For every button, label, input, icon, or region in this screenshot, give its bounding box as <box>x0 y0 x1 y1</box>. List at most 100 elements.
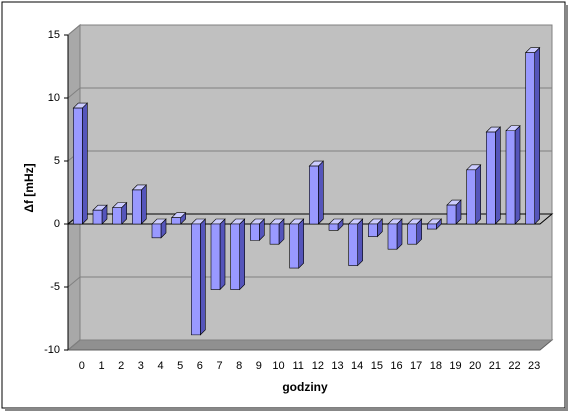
bar <box>485 126 502 225</box>
bar-front <box>505 130 516 225</box>
x-tick-label: 1 <box>98 360 104 372</box>
bar <box>229 218 246 291</box>
grid-line <box>67 276 81 288</box>
grid-line <box>67 339 81 351</box>
x-tick-label: 11 <box>292 360 303 372</box>
bar-front <box>250 223 260 241</box>
bar-front <box>486 131 496 225</box>
bar <box>347 218 364 267</box>
x-tick-label: 20 <box>469 360 481 372</box>
bar-side <box>495 126 501 225</box>
frame-shadow <box>565 5 568 410</box>
bar <box>111 201 128 225</box>
x-tick-label: 9 <box>256 360 262 372</box>
x-tick-label: 5 <box>177 360 183 372</box>
bar <box>426 218 443 230</box>
y-axis-title: Δf [mHz] <box>22 163 36 212</box>
x-axis-title: godziny <box>282 380 328 394</box>
x-tick-label: 12 <box>312 360 324 372</box>
bar <box>72 102 89 225</box>
bar-side <box>475 164 481 225</box>
x-tick-label: 19 <box>449 360 461 372</box>
bar-side <box>298 218 304 269</box>
y-tick-label: -5 <box>50 281 60 293</box>
bar-front <box>407 223 417 245</box>
bar <box>170 211 187 225</box>
bar-front <box>132 189 142 225</box>
bar-front <box>309 165 319 225</box>
x-tick-label: 4 <box>157 360 163 372</box>
bar-front <box>387 223 398 250</box>
bar <box>288 218 305 269</box>
grid-line <box>67 87 81 99</box>
bar <box>387 218 403 250</box>
bar <box>210 218 226 291</box>
bar-front <box>328 223 339 231</box>
bar-side <box>239 218 245 291</box>
bar-front <box>171 217 181 225</box>
bar <box>308 160 325 225</box>
grid-line <box>67 24 81 36</box>
y-tick-label: -10 <box>44 344 60 356</box>
bar <box>367 218 384 238</box>
bar-side <box>514 125 521 225</box>
bar-front <box>191 223 201 336</box>
bar <box>446 199 462 225</box>
x-tick-label: 23 <box>528 360 540 372</box>
y-tick-label: 10 <box>48 92 60 104</box>
x-tick-label: 18 <box>430 360 442 372</box>
x-tick-label: 8 <box>236 360 242 372</box>
bar-side <box>141 184 147 225</box>
bar <box>190 218 207 336</box>
bar-front <box>289 223 299 269</box>
x-tick-label: 22 <box>508 360 520 372</box>
bar-front <box>210 223 221 290</box>
x-tick-label: 21 <box>489 360 501 372</box>
bar <box>131 184 148 225</box>
bar <box>406 218 423 245</box>
bar-front <box>92 209 103 225</box>
bar <box>92 204 108 225</box>
bar <box>465 164 482 225</box>
bar <box>269 218 285 245</box>
y-tick-label: 15 <box>48 29 60 41</box>
bar-front <box>525 52 535 225</box>
bar <box>524 46 541 225</box>
bar-front <box>112 207 122 225</box>
bar-front <box>73 107 83 225</box>
bar-front <box>151 223 162 239</box>
x-tick-label: 3 <box>138 360 144 372</box>
bar-front <box>427 223 437 230</box>
frame-shadow <box>5 408 568 411</box>
bar-side <box>82 102 88 225</box>
x-tick-label: 13 <box>331 360 343 372</box>
x-tick-label: 2 <box>118 360 124 372</box>
bar-side <box>318 160 324 225</box>
bar <box>151 218 167 239</box>
bar-side <box>534 46 540 225</box>
bar-side <box>219 218 226 291</box>
y-tick-label: 0 <box>54 218 60 230</box>
bar-front <box>368 223 378 237</box>
bar-front <box>230 223 240 290</box>
y-tick-label: 5 <box>54 155 60 167</box>
x-tick-label: 6 <box>197 360 203 372</box>
x-tick-label: 17 <box>410 360 422 372</box>
bar <box>505 125 521 225</box>
x-tick-label: 0 <box>79 360 85 372</box>
floor <box>66 339 554 351</box>
bar-side <box>200 218 206 336</box>
x-tick-label: 10 <box>272 360 284 372</box>
x-tick-label: 14 <box>351 360 363 372</box>
bar-front <box>269 223 280 245</box>
bar-front <box>446 204 457 225</box>
x-tick-label: 7 <box>216 360 222 372</box>
x-tick-label: 15 <box>371 360 383 372</box>
bar-side <box>357 218 363 267</box>
bar-front <box>466 169 476 225</box>
bar <box>249 218 266 242</box>
bar-front <box>348 223 358 266</box>
x-tick-label: 16 <box>390 360 402 372</box>
bar <box>328 218 344 232</box>
